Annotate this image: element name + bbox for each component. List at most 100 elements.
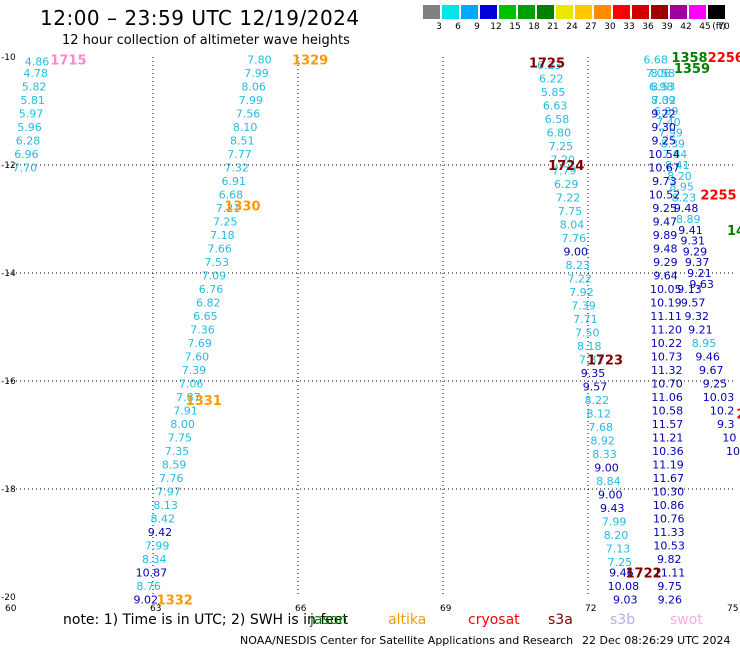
swh-value: 6.63	[543, 100, 568, 113]
swh-value: 9.21	[687, 267, 712, 280]
swh-value: 7.50	[575, 326, 600, 339]
swh-value: 11.20	[651, 324, 683, 337]
legend-swatch	[632, 5, 649, 19]
lat-label: -10	[1, 53, 16, 63]
lon-label: 69	[440, 604, 452, 614]
swh-value: 7.79	[552, 164, 577, 177]
swh-value: 7.75	[558, 205, 583, 218]
legend-label: 6	[455, 22, 461, 32]
swh-value: 8.12	[587, 407, 612, 420]
lat-label: -12	[1, 161, 16, 171]
swh-value: 7.99	[658, 127, 683, 140]
swh-value: 5.97	[19, 108, 44, 121]
swh-value: 10.2	[710, 405, 735, 418]
swh-value: 7.25	[213, 216, 238, 229]
swh-value: 8.06	[241, 81, 266, 94]
swh-value: 11.32	[651, 364, 683, 377]
swh-value: 7.70	[13, 162, 38, 175]
swh-value: 7.75	[168, 432, 193, 445]
legend-label: 33	[623, 22, 635, 32]
swh-value: 8.33	[592, 448, 617, 461]
legend-label: 12	[490, 22, 502, 32]
swh-value: 9.48	[653, 243, 678, 256]
swh-value: 7.22	[556, 191, 581, 204]
swh-value: 6.23	[537, 59, 562, 72]
swh-value: 6.65	[193, 310, 218, 323]
swh-value: 6.82	[196, 297, 221, 310]
legend-label: 36	[642, 22, 654, 32]
swh-value: 6.29	[554, 178, 579, 191]
swh-value: 9.41	[678, 224, 703, 237]
legend-swatch	[689, 5, 706, 19]
legend-label: 27	[585, 22, 597, 32]
satellite-s3a: s3a	[548, 612, 573, 628]
swh-value: 9.63	[689, 278, 714, 291]
swh-value: 9.25	[703, 378, 728, 391]
swh-value: 7.06	[646, 67, 671, 80]
pass-time-label: 2256	[708, 51, 740, 66]
swh-value: 11.06	[651, 391, 683, 404]
swh-value: 7.35	[165, 445, 190, 458]
swh-value: 9.35	[581, 367, 606, 380]
legend-swatch	[461, 5, 478, 19]
swh-value: 7.39	[182, 364, 207, 377]
swh-value: 7.84	[663, 148, 688, 161]
swh-value: 7.36	[190, 324, 215, 337]
lat-label: -18	[1, 485, 16, 495]
swh-value: 8.13	[153, 499, 178, 512]
swh-value: 10.53	[653, 540, 685, 553]
legend-swatch	[613, 5, 630, 19]
pass-labels: 1715 1329 1330 1331 1332 1725 1724 1723 1722 1358…	[50, 51, 740, 609]
swh-value: 6.68	[643, 54, 668, 67]
swh-value: 7.76	[562, 232, 587, 245]
swh-value: 7.32	[652, 94, 677, 107]
satellite-swot: swot	[670, 612, 703, 628]
pass-time-label: 1359	[674, 62, 710, 77]
swh-value: 7.40	[656, 116, 681, 129]
swh-value: 9.02	[134, 594, 159, 607]
swh-value: 9.67	[699, 364, 724, 377]
swh-value: 7.91	[173, 405, 198, 418]
swh-value: 11.57	[652, 418, 684, 431]
satellite-s3b: s3b	[610, 612, 636, 628]
swh-value: 11.33	[653, 526, 685, 539]
swh-value: 11.11	[650, 310, 682, 323]
swh-value: 11.11	[654, 567, 686, 580]
legend-label: 24	[566, 22, 578, 32]
swh-value: 10.03	[703, 391, 735, 404]
swh-value: 5.81	[20, 94, 45, 107]
swh-value: 9.64	[653, 270, 678, 283]
swh-value: 10.73	[651, 351, 683, 364]
lon-label: 60	[5, 604, 17, 614]
swh-value: 11.67	[652, 472, 684, 485]
swh-value: 7.81	[579, 353, 604, 366]
swh-value: 10.30	[653, 486, 685, 499]
swh-value: 9.29	[653, 256, 678, 269]
pass-time-label: 1725	[529, 56, 565, 71]
swh-value: 7.32	[224, 162, 249, 175]
swh-value: 8.04	[560, 218, 585, 231]
swh-value: 6.96	[14, 148, 39, 161]
pass-time-label: 1331	[186, 394, 222, 409]
lon-label: 75	[727, 604, 738, 614]
legend-label: 30	[604, 22, 616, 32]
swh-value: 6.89	[654, 105, 679, 118]
swh-value: 6.80	[547, 127, 572, 140]
swh-value: 7.25	[608, 556, 633, 569]
pass-time-label: 2255	[700, 189, 736, 204]
pass-time-label: 1332	[157, 594, 193, 609]
legend-swatch	[708, 5, 725, 19]
swh-value: 8.09	[651, 94, 676, 107]
swh-value: 10.58	[652, 405, 684, 418]
swh-value: 7.53	[204, 256, 229, 269]
swh-value: 8.84	[596, 475, 621, 488]
swh-value: 7.68	[588, 421, 613, 434]
legend-label: 3	[436, 22, 442, 32]
swh-value: 7.20	[551, 154, 576, 167]
legend-label: 45	[699, 22, 711, 32]
swh-value: 10.67	[648, 162, 680, 175]
swh-value: 5.82	[22, 81, 47, 94]
swh-value: 8.10	[233, 121, 258, 134]
pass-time-label: 1723	[587, 353, 623, 368]
swh-value: 8.20	[667, 170, 692, 183]
